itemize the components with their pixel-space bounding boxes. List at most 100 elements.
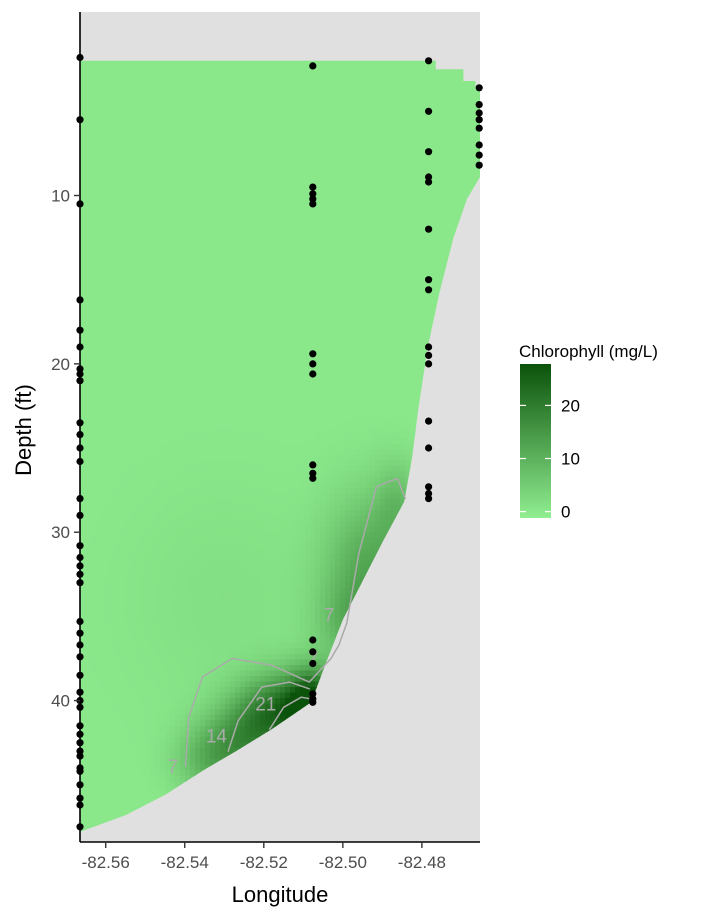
heatmap-cell [130, 233, 136, 240]
heatmap-cell [175, 100, 181, 107]
heatmap-cell [115, 172, 121, 179]
heatmap-cell [235, 637, 241, 644]
heatmap-cell [85, 676, 91, 683]
heatmap-cell [140, 554, 146, 561]
heatmap-cell [140, 747, 146, 755]
heatmap-cell [240, 255, 246, 262]
heatmap-cell [235, 382, 241, 389]
heatmap-cell [165, 111, 171, 118]
heatmap-cell [160, 659, 166, 666]
heatmap-cell [175, 399, 181, 406]
heatmap-cell [105, 205, 111, 212]
heatmap-cell [110, 150, 116, 157]
heatmap-cell [175, 709, 181, 716]
heatmap-cell [185, 95, 191, 102]
heatmap-cell [230, 128, 236, 135]
heatmap-cell [185, 133, 191, 140]
heatmap-cell [150, 332, 156, 340]
heatmap-cell [105, 133, 111, 140]
heatmap-cell [95, 515, 101, 522]
heatmap-cell [150, 83, 156, 91]
heatmap-cell [180, 299, 186, 306]
heatmap-cell [90, 67, 96, 74]
heatmap-cell [110, 808, 116, 815]
heatmap-cell [135, 725, 141, 732]
heatmap-cell [110, 338, 116, 345]
heatmap-cell [90, 515, 96, 522]
heatmap-cell [140, 344, 146, 351]
heatmap-cell [105, 642, 111, 649]
heatmap-cell [180, 648, 186, 655]
heatmap-cell [180, 60, 186, 63]
heatmap-cell [115, 537, 121, 544]
heatmap-cell [170, 598, 176, 605]
heatmap-cell [250, 377, 256, 384]
heatmap-cell [185, 227, 191, 234]
heatmap-cell [95, 576, 101, 583]
heatmap-cell [185, 111, 191, 118]
heatmap-cell [90, 626, 96, 633]
heatmap-cell [230, 637, 236, 644]
heatmap-cell [155, 521, 161, 528]
heatmap-cell [115, 808, 121, 815]
heatmap-cell [120, 482, 126, 489]
heatmap-cell [115, 272, 121, 279]
heatmap-cell [180, 498, 186, 506]
heatmap-cell [230, 161, 236, 168]
heatmap-cell [180, 404, 186, 411]
heatmap-cell [230, 172, 236, 179]
heatmap-cell [185, 432, 191, 439]
heatmap-cell [100, 498, 106, 506]
heatmap-cell [100, 144, 106, 151]
heatmap-cell [245, 465, 251, 472]
heatmap-cell [215, 382, 221, 389]
heatmap-cell [100, 759, 106, 766]
heatmap-cell [105, 593, 111, 600]
heatmap-cell [205, 454, 211, 461]
heatmap-cell [180, 664, 186, 672]
heatmap-cell [115, 493, 121, 500]
heatmap-cell [150, 399, 156, 406]
heatmap-cell [80, 144, 86, 151]
heatmap-cell [95, 604, 101, 611]
heatmap-cell [155, 338, 161, 345]
heatmap-cell [80, 183, 86, 190]
heatmap-cell [105, 261, 111, 268]
heatmap-cell [245, 709, 251, 716]
heatmap-cell [150, 554, 156, 561]
heatmap-cell [230, 261, 236, 268]
heatmap-cell [200, 310, 206, 317]
heatmap-cell [160, 344, 166, 351]
heatmap-cell [190, 742, 196, 749]
heatmap-cell [220, 581, 226, 589]
heatmap-cell [245, 454, 251, 461]
heatmap-cell [80, 393, 86, 400]
heatmap-cell [225, 687, 231, 694]
heatmap-cell [130, 432, 136, 439]
heatmap-cell [155, 692, 161, 699]
heatmap-cell [140, 703, 146, 710]
heatmap-cell [190, 759, 196, 766]
heatmap-cell [200, 216, 206, 223]
heatmap-cell [85, 155, 91, 162]
heatmap-cell [160, 504, 166, 511]
heatmap-cell [145, 393, 151, 400]
heatmap-cell [135, 714, 141, 721]
heatmap-cell [185, 598, 191, 605]
heatmap-cell [250, 388, 256, 395]
heatmap-cell [140, 399, 146, 406]
heatmap-cell [85, 377, 91, 384]
heatmap-cell [130, 781, 136, 788]
heatmap-cell [175, 427, 181, 434]
heatmap-cell [85, 753, 91, 760]
heatmap-cell [250, 382, 256, 389]
heatmap-cell [175, 238, 181, 245]
heatmap-cell [175, 122, 181, 129]
heatmap-cell [130, 593, 136, 600]
heatmap-cell [240, 111, 246, 118]
heatmap-cell [135, 83, 141, 91]
heatmap-cell [170, 775, 176, 782]
heatmap-cell [220, 510, 226, 517]
heatmap-cell [135, 570, 141, 577]
heatmap-cell [240, 731, 246, 738]
